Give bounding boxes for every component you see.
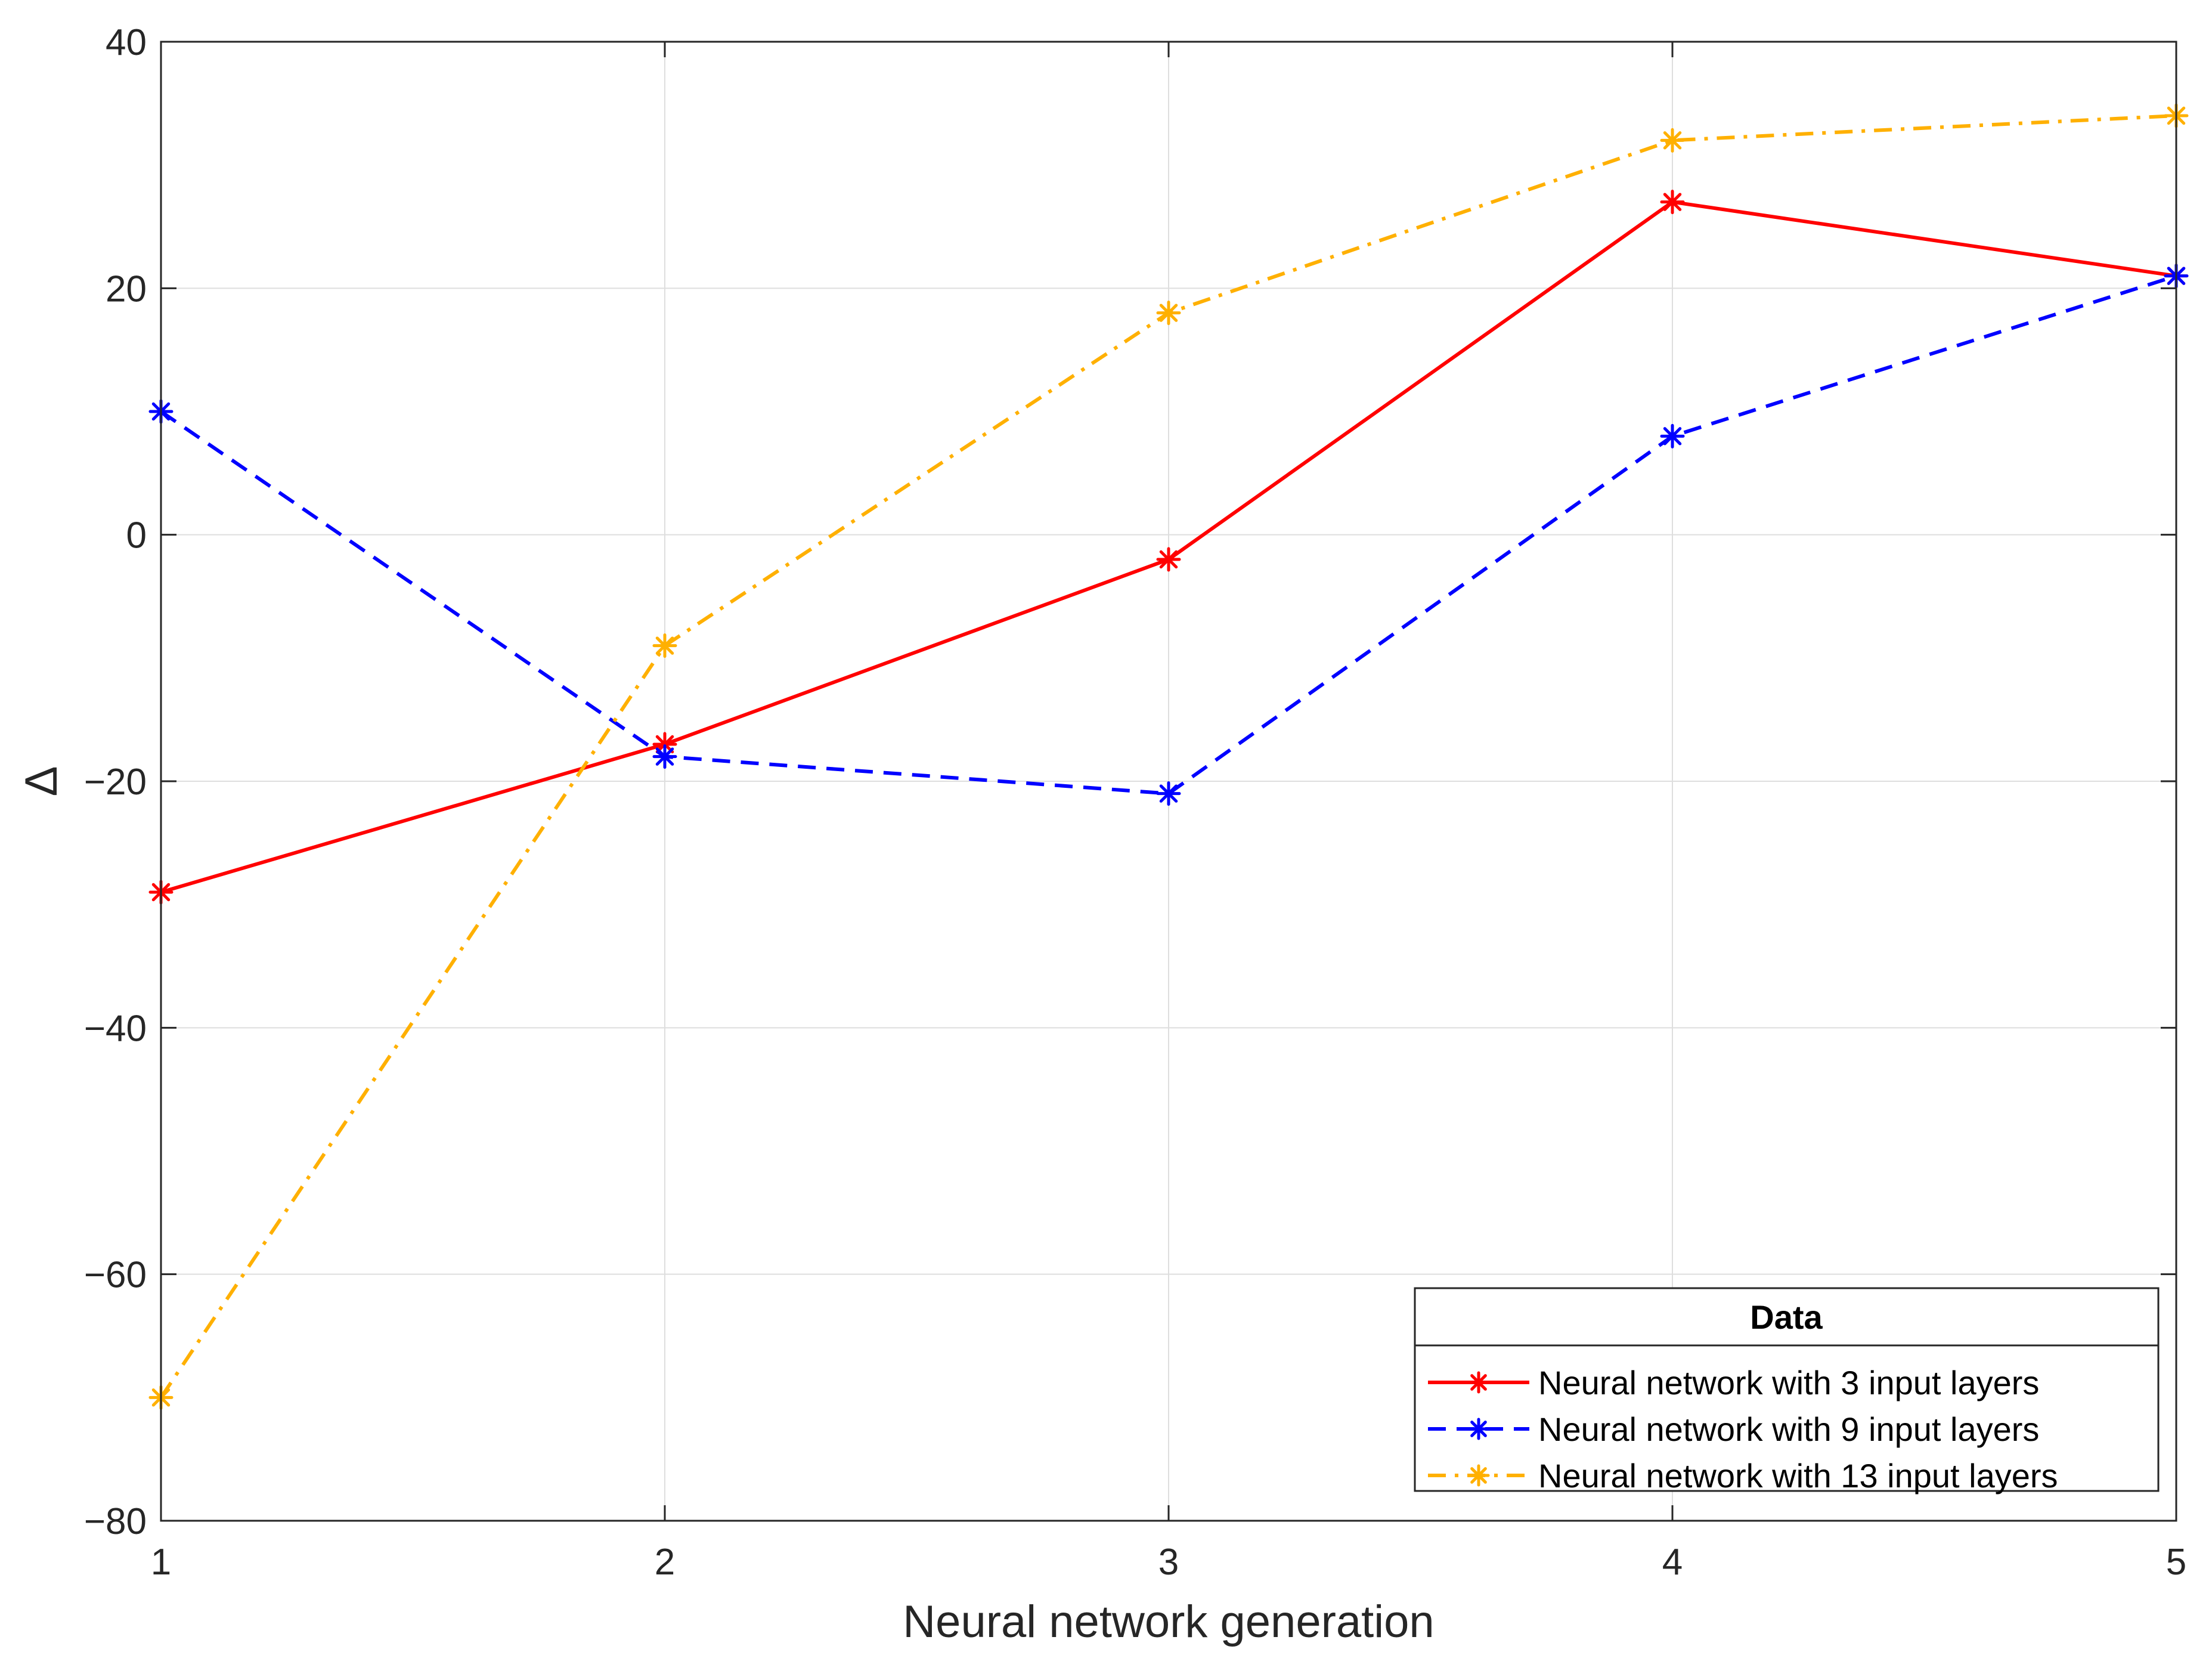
legend-marker (1467, 1371, 1490, 1394)
legend-marker (1467, 1418, 1490, 1440)
legend-box (1414, 1287, 2160, 1492)
legend-label: Neural network with 9 input layers (1538, 1410, 2039, 1448)
y-tick-label: 0 (126, 515, 147, 556)
legend-marker (1467, 1464, 1490, 1487)
x-axis-label: Neural network generation (903, 1596, 1434, 1647)
axis-ticks: 1 2 3 4 5 40 20 0 −20 −40 −60 −80 (84, 22, 2186, 1583)
legend-entry: Neural network with 3 input layers (1428, 1364, 2039, 1401)
y-tick-label: −40 (84, 1008, 147, 1049)
x-tick-label: 1 (151, 1542, 171, 1583)
legend-entries: Neural network with 3 input layers Neural… (1428, 1364, 2058, 1495)
data-point (652, 744, 677, 769)
legend-label: Neural network with 3 input layers (1538, 1364, 2039, 1401)
series-2 (148, 264, 2189, 806)
x-tick-label: 2 (655, 1542, 675, 1583)
legend-entry: Neural network with 13 input layers (1428, 1457, 2058, 1495)
data-point (1660, 128, 1685, 153)
series-line (160, 274, 2177, 796)
legend-entry: Neural network with 9 input layers (1428, 1410, 2039, 1448)
data-point (652, 633, 677, 658)
y-tick-label: −20 (84, 762, 147, 803)
data-point (1660, 190, 1685, 215)
x-tick-label: 4 (1662, 1542, 1683, 1583)
data-point (1156, 547, 1181, 572)
data-point (1156, 781, 1181, 806)
legend-title: Data (1750, 1298, 1823, 1336)
y-tick-label: −60 (84, 1255, 147, 1296)
x-tick-label: 5 (2166, 1542, 2186, 1583)
y-tick-label: −80 (84, 1501, 147, 1542)
x-tick-label: 3 (1158, 1542, 1179, 1583)
y-axis-label: Δ (16, 766, 67, 797)
data-point (1156, 301, 1181, 326)
legend: Data Neural network with 3 input layersN… (1414, 1287, 2160, 1495)
legend-label: Neural network with 13 input layers (1538, 1457, 2058, 1495)
y-tick-label: 40 (106, 22, 147, 63)
gridlines (161, 42, 2176, 1521)
y-tick-label: 20 (106, 268, 147, 310)
data-point (1660, 423, 1685, 448)
